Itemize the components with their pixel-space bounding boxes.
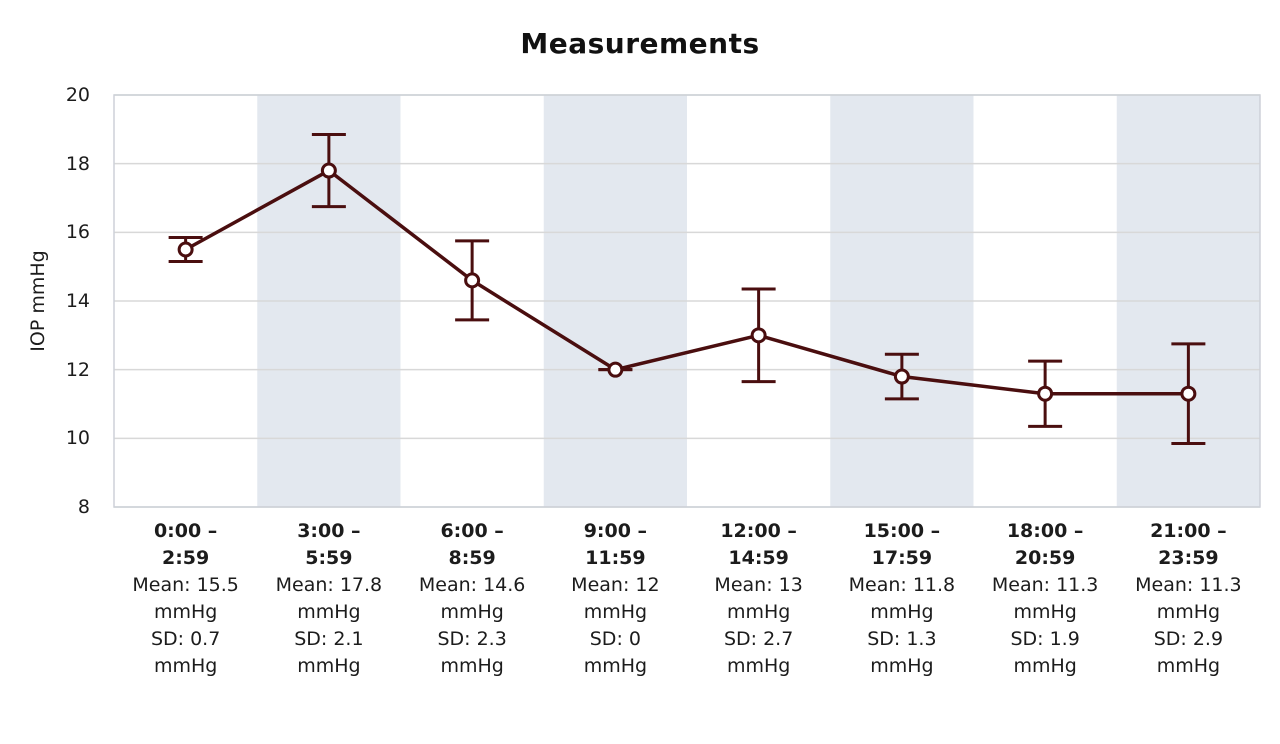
x-tick-label: 3:00 –5:59 Mean: 17.8 mmHg SD: 2.1 mmHg: [249, 518, 409, 680]
data-point-marker: [1037, 385, 1054, 402]
x-tick-label: 0:00 –2:59 Mean: 15.5 mmHg SD: 0.7 mmHg: [106, 518, 266, 680]
data-point-marker: [320, 162, 337, 179]
x-tick-label: 15:00 –17:59 Mean: 11.8 mmHg SD: 1.3 mmHg: [822, 518, 982, 680]
x-tick-time-range: 18:00 –20:59: [1006, 520, 1084, 569]
x-tick-mean-sd-stats: Mean: 15.5 mmHg SD: 0.7 mmHg: [132, 574, 239, 677]
x-tick-mean-sd-stats: Mean: 14.6 mmHg SD: 2.3 mmHg: [418, 574, 526, 677]
plot-border: [113, 94, 1261, 508]
x-tick-time-range: 0:00 –2:59: [153, 520, 218, 569]
x-tick-time-range: 6:00 –8:59: [440, 520, 504, 569]
x-tick-time-range: 3:00 –5:59: [297, 520, 361, 569]
x-tick-mean-sd-stats: Mean: 17.8 mmHg SD: 2.1 mmHg: [275, 574, 383, 677]
y-tick-label: 8: [77, 496, 90, 518]
x-tick-mean-sd-stats: Mean: 13 mmHg SD: 2.7 mmHg: [714, 574, 803, 677]
x-tick-mean-sd-stats: Mean: 11.3 mmHg SD: 2.9 mmHg: [1135, 574, 1242, 677]
x-tick-time-range: 21:00 –23:59: [1150, 520, 1227, 569]
y-tick-label: 14: [65, 290, 90, 312]
x-tick-time-range: 15:00 –17:59: [863, 520, 941, 569]
x-tick-mean-sd-stats: Mean: 12 mmHg SD: 0 mmHg: [571, 574, 660, 677]
chart-title: Measurements: [520, 27, 760, 60]
x-tick-time-range: 12:00 –14:59: [720, 520, 797, 569]
y-tick-label: 20: [65, 84, 90, 106]
data-point-marker: [464, 272, 481, 289]
data-point-marker: [607, 361, 624, 378]
y-tick-label: 12: [65, 358, 90, 381]
x-tick-label: 21:00 –23:59 Mean: 11.3 mmHg SD: 2.9 mmHg: [1108, 518, 1268, 680]
y-tick-label: 18: [65, 152, 90, 175]
y-tick-label: 16: [65, 221, 90, 244]
x-tick-time-range: 9:00 –11:59: [583, 520, 648, 569]
x-tick-label: 12:00 –14:59 Mean: 13 mmHg SD: 2.7 mmHg: [679, 518, 839, 680]
x-tick-mean-sd-stats: Mean: 11.8 mmHg SD: 1.3 mmHg: [848, 574, 956, 677]
data-point-marker: [893, 368, 910, 385]
data-point-marker: [750, 327, 767, 344]
x-tick-label: 18:00 –20:59 Mean: 11.3 mmHg SD: 1.9 mmHg: [965, 518, 1125, 680]
series-line: [183, 168, 1191, 396]
data-point-marker: [177, 241, 194, 258]
x-tick-mean-sd-stats: Mean: 11.3 mmHg SD: 1.9 mmHg: [991, 574, 1099, 677]
x-tick-label: 6:00 –8:59 Mean: 14.6 mmHg SD: 2.3 mmHg: [392, 518, 552, 680]
data-point-marker: [1180, 385, 1197, 402]
x-tick-label: 9:00 –11:59 Mean: 12 mmHg SD: 0 mmHg: [535, 518, 695, 680]
y-tick-label: 10: [65, 427, 90, 450]
